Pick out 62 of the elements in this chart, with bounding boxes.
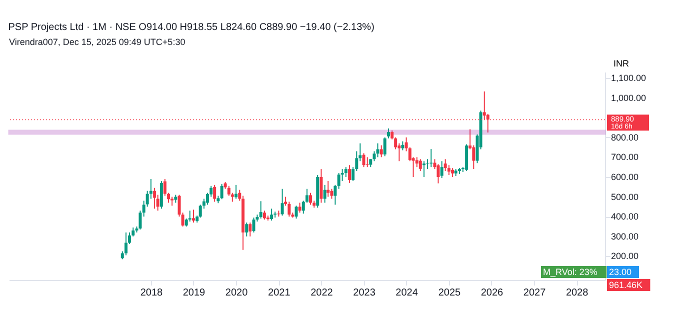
candlestick (245, 222, 248, 237)
candlestick (288, 201, 291, 218)
x-tick-label: 2022 (310, 288, 334, 298)
x-tick-label: 2026 (480, 288, 504, 298)
candlestick (348, 164, 352, 184)
x-tick-label: 2023 (353, 288, 376, 298)
x-tick-label: 2028 (566, 288, 589, 298)
x-tick-label: 2025 (438, 288, 462, 298)
candlestick (298, 202, 302, 214)
candlestick (326, 180, 330, 198)
x-tick-label: 2021 (268, 288, 291, 298)
candlestick (422, 160, 426, 178)
y-tick-label: 1,100.00 (611, 72, 646, 83)
candlestick (440, 160, 444, 178)
candlestick (270, 208, 274, 222)
candlestick (220, 183, 224, 200)
y-tick-label: 600.00 (611, 172, 639, 182)
y-tick-label: 500.00 (611, 192, 639, 202)
x-tick-label: 2019 (182, 288, 206, 298)
candlestick (380, 144, 383, 158)
candlestick (252, 217, 256, 233)
x-tick-label: 2020 (225, 288, 248, 298)
candlestick (259, 200, 262, 220)
candlestick (192, 209, 195, 224)
candlestick (337, 172, 340, 190)
candlestick (362, 152, 366, 168)
y-tick-label: 700.00 (611, 152, 639, 162)
y-tick-label: 1,000.00 (611, 92, 646, 103)
y-tick-label: 300.00 (611, 231, 639, 242)
text: 23.00 (609, 267, 632, 277)
candlestick (334, 184, 337, 206)
candlestick (308, 192, 312, 206)
candlestick (248, 222, 252, 237)
candlestick (376, 142, 380, 158)
annotation: M_RVol: 23% (543, 267, 598, 277)
candlestick (138, 210, 142, 230)
candlestick (213, 184, 216, 202)
candlestick (418, 158, 422, 172)
x-tick-label: 2027 (523, 288, 546, 298)
candlestick (323, 184, 326, 204)
chart-title: PSP Projects Ltd · 1M · NSE O914.00 H918.55 L824.60 C889.90 −19.40 (−2.13%) (8, 22, 374, 33)
candlestick (383, 136, 386, 157)
y-tick-label: 800.00 (611, 132, 639, 142)
candlestick (280, 188, 284, 216)
candlestick (444, 158, 447, 172)
y-tick-label: 200.00 (611, 251, 639, 262)
candlestick (153, 187, 156, 210)
candlestick (386, 128, 390, 139)
x-tick-label: 2024 (396, 288, 418, 298)
candlestick (124, 232, 128, 256)
candlestick (234, 184, 238, 200)
candlestick (294, 205, 298, 220)
candlestick (160, 180, 163, 210)
y-axis-title: INR (614, 58, 630, 68)
candlestick (188, 210, 192, 222)
text: Virendra007, Dec 15, 2025 09:49 UTC+5:30 (9, 37, 186, 47)
candlestick (320, 168, 323, 204)
candlestick (430, 148, 433, 168)
text: 961.46K (609, 280, 643, 290)
candlestick (344, 166, 348, 178)
y-tick-label: 400.00 (611, 212, 639, 222)
x-tick-label: 2018 (140, 288, 164, 298)
